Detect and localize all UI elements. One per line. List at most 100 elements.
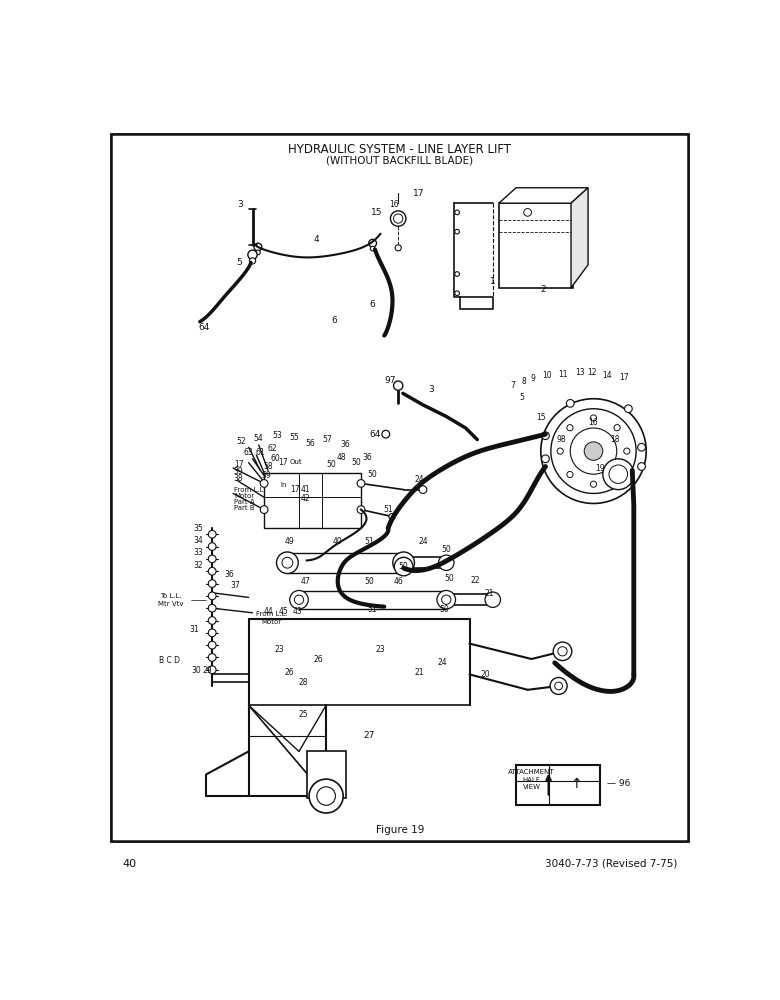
Circle shape — [541, 455, 549, 463]
Circle shape — [441, 595, 451, 604]
Text: 6: 6 — [370, 300, 375, 309]
Text: 56: 56 — [305, 439, 314, 448]
Circle shape — [555, 682, 562, 690]
Circle shape — [550, 677, 567, 694]
Circle shape — [282, 557, 292, 568]
Text: 60: 60 — [271, 454, 281, 463]
Text: 17: 17 — [234, 460, 243, 469]
Text: 53: 53 — [272, 431, 282, 440]
Text: 29: 29 — [203, 666, 212, 675]
Text: Part B: Part B — [234, 505, 254, 511]
Text: 1: 1 — [490, 277, 495, 286]
Text: 11: 11 — [558, 370, 567, 379]
Text: 61: 61 — [255, 448, 265, 457]
Circle shape — [567, 471, 573, 478]
Circle shape — [567, 425, 573, 431]
Text: 17: 17 — [278, 458, 289, 467]
Circle shape — [357, 480, 365, 487]
Circle shape — [638, 443, 645, 451]
Text: 50: 50 — [445, 574, 454, 583]
Text: 50: 50 — [441, 545, 451, 554]
Circle shape — [455, 272, 459, 276]
Text: 40: 40 — [333, 537, 342, 546]
Text: ATTACHMENT: ATTACHMENT — [509, 769, 555, 775]
Text: — 96: — 96 — [607, 779, 630, 788]
Circle shape — [248, 250, 257, 259]
Circle shape — [208, 567, 216, 575]
Text: 50: 50 — [327, 460, 336, 469]
Circle shape — [289, 590, 308, 609]
Circle shape — [208, 654, 216, 661]
Text: 16: 16 — [388, 200, 399, 209]
Text: 35: 35 — [193, 524, 203, 533]
Circle shape — [399, 557, 409, 568]
Circle shape — [369, 239, 377, 247]
Text: HALF: HALF — [523, 777, 541, 783]
Text: 5: 5 — [519, 393, 525, 402]
Text: 26: 26 — [314, 654, 323, 664]
Circle shape — [609, 465, 628, 483]
Text: 24: 24 — [414, 475, 424, 484]
Text: 39: 39 — [234, 467, 243, 476]
Bar — [287, 553, 403, 573]
Circle shape — [614, 425, 620, 431]
Text: Mtr Vtv: Mtr Vtv — [158, 601, 184, 607]
Text: 47: 47 — [300, 578, 310, 586]
Text: 3040-7-73 (Revised 7-75): 3040-7-73 (Revised 7-75) — [545, 859, 678, 869]
Circle shape — [419, 486, 427, 493]
Circle shape — [455, 291, 459, 296]
Text: 22: 22 — [471, 576, 480, 585]
Circle shape — [438, 555, 454, 570]
Circle shape — [208, 555, 216, 563]
Polygon shape — [499, 188, 588, 203]
Circle shape — [256, 250, 261, 255]
Text: From L.L.: From L.L. — [256, 611, 288, 617]
Text: (WITHOUT BACKFILL BLADE): (WITHOUT BACKFILL BLADE) — [326, 155, 473, 165]
Text: 62: 62 — [268, 444, 278, 453]
Text: 36: 36 — [225, 570, 234, 579]
Circle shape — [208, 666, 216, 674]
Text: 7: 7 — [510, 381, 516, 390]
Text: 52: 52 — [237, 437, 246, 446]
Text: VIEW: VIEW — [523, 784, 541, 790]
Circle shape — [208, 641, 216, 649]
Circle shape — [584, 442, 603, 460]
Text: 3: 3 — [237, 200, 243, 209]
Circle shape — [208, 543, 216, 550]
Text: 36: 36 — [363, 453, 372, 462]
Circle shape — [309, 779, 343, 813]
Text: 13: 13 — [575, 368, 584, 377]
Circle shape — [566, 400, 574, 407]
Text: 42: 42 — [300, 494, 310, 503]
Text: 28: 28 — [298, 678, 307, 687]
Circle shape — [389, 513, 395, 520]
Circle shape — [624, 448, 630, 454]
Text: 51: 51 — [383, 505, 393, 514]
Text: Motor: Motor — [262, 619, 282, 625]
Bar — [264, 473, 361, 528]
Circle shape — [558, 647, 567, 656]
Circle shape — [485, 592, 501, 607]
Circle shape — [541, 432, 549, 440]
Bar — [307, 751, 346, 798]
Text: 21: 21 — [414, 668, 424, 677]
Text: 48: 48 — [337, 453, 346, 462]
Circle shape — [590, 481, 597, 487]
Text: 5: 5 — [236, 258, 243, 267]
Circle shape — [523, 209, 531, 216]
Text: 26: 26 — [285, 668, 295, 677]
Text: 6: 6 — [331, 316, 337, 325]
Text: 50: 50 — [440, 605, 449, 614]
Text: 64: 64 — [199, 323, 210, 332]
Circle shape — [208, 604, 216, 612]
Text: 33: 33 — [193, 548, 203, 557]
Text: 3: 3 — [428, 385, 434, 394]
Text: 50: 50 — [367, 470, 377, 479]
Circle shape — [603, 459, 634, 490]
Text: 24: 24 — [418, 537, 427, 546]
Circle shape — [455, 229, 459, 234]
Text: B C D: B C D — [159, 656, 180, 665]
Text: 17: 17 — [413, 189, 425, 198]
Text: 57: 57 — [322, 435, 332, 444]
Text: 10: 10 — [542, 371, 551, 380]
